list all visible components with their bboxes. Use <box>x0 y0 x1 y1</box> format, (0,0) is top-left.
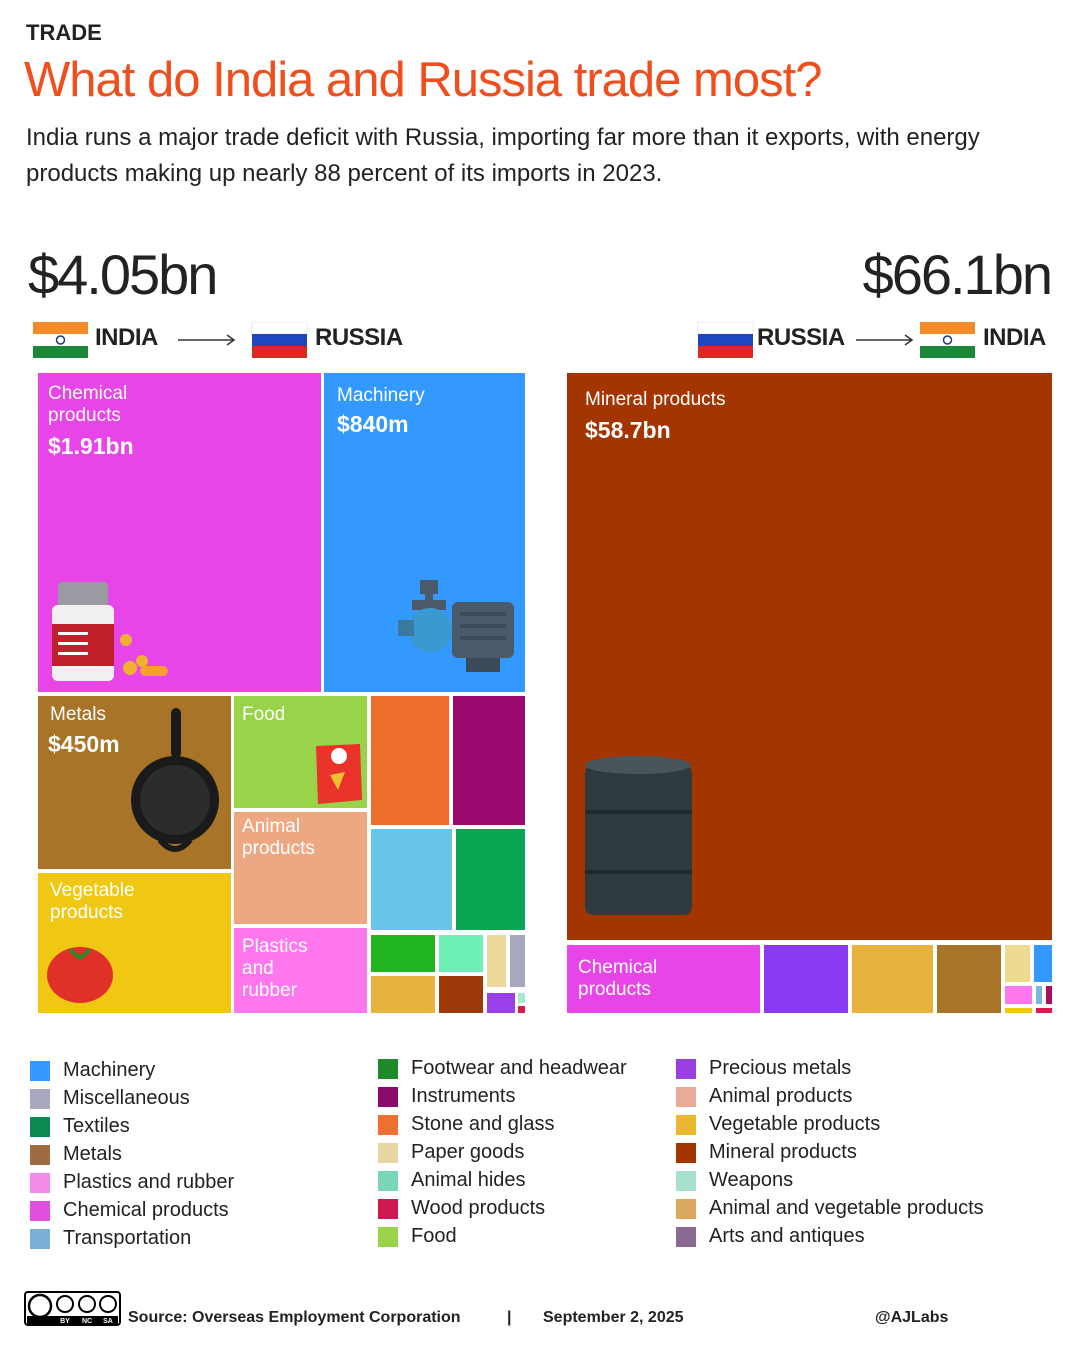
tile-label: Mineral products <box>585 389 726 410</box>
source: Source: Overseas Employment Corporation <box>128 1309 461 1326</box>
legend-label: Stone and glass <box>411 1113 555 1135</box>
date: September 2, 2025 <box>543 1309 684 1326</box>
flag-india <box>33 322 88 358</box>
country: RUSSIA <box>315 324 403 351</box>
legend-swatch <box>676 1227 696 1247</box>
legend-label: Animal products <box>709 1085 853 1107</box>
legend-swatch <box>378 1059 398 1079</box>
legend-label: Animal and vegetable products <box>709 1197 984 1219</box>
license-labels: BY NC SA <box>60 1318 113 1325</box>
legend-label: Paper goods <box>411 1141 525 1163</box>
import-total: $66.1bn <box>862 243 1053 306</box>
country: INDIA <box>983 324 1046 351</box>
flag-russia <box>697 321 754 358</box>
legend-swatch <box>30 1201 50 1221</box>
flag-russia <box>251 321 308 358</box>
arrow <box>178 334 236 346</box>
country: RUSSIA <box>757 324 845 351</box>
kicker: TRADE <box>26 20 102 45</box>
icon-pan <box>131 708 219 852</box>
legend-swatch <box>676 1087 696 1107</box>
treemap-imports <box>567 373 1052 1013</box>
legend-swatch <box>676 1059 696 1079</box>
legend-label: Miscellaneous <box>63 1087 190 1109</box>
tile-value: $840m <box>337 411 409 437</box>
license-badge <box>24 1291 121 1326</box>
tile-label: Vegetable products <box>50 880 135 923</box>
tile-label: Animal products <box>242 816 315 859</box>
legend-swatch <box>676 1143 696 1163</box>
legend-label: Food <box>411 1225 457 1247</box>
legend-label: Footwear and headwear <box>411 1057 627 1079</box>
legend-label: Vegetable products <box>709 1113 881 1135</box>
legend-swatch <box>30 1089 50 1109</box>
tile-label: Plastics and rubber <box>242 936 308 1001</box>
legend-swatch <box>30 1061 50 1081</box>
country: INDIA <box>95 324 158 351</box>
legend-label: Precious metals <box>709 1057 852 1079</box>
license-label: BY <box>60 1318 70 1325</box>
tile-value: $450m <box>48 731 120 757</box>
legend-label: Machinery <box>63 1059 156 1081</box>
tile-value: $1.91bn <box>48 433 134 459</box>
legend-label: Transportation <box>63 1227 192 1249</box>
icon-bottle <box>52 582 168 681</box>
icon-chips <box>316 744 362 804</box>
legend-swatch <box>378 1227 398 1247</box>
legend-swatch <box>378 1143 398 1163</box>
legend-swatch <box>378 1115 398 1135</box>
legend-label: Wood products <box>411 1197 546 1219</box>
icon-barrel <box>585 756 692 915</box>
icon-tomato <box>47 947 113 1003</box>
legend-swatch <box>30 1173 50 1193</box>
legend-label: Chemical products <box>63 1199 229 1221</box>
legend-label: Textiles <box>63 1115 130 1137</box>
legend-swatch <box>30 1117 50 1137</box>
legend-swatch <box>378 1199 398 1219</box>
separator: | <box>507 1309 512 1326</box>
subtitle: India runs a major trade deficit with Ru… <box>26 124 980 187</box>
tile-label: Machinery <box>337 385 425 406</box>
license-label: NC <box>82 1318 92 1325</box>
legend-swatch <box>30 1145 50 1165</box>
legend-label: Weapons <box>709 1169 794 1191</box>
legend-swatch <box>676 1171 696 1191</box>
icon-pump <box>398 580 514 672</box>
legend-swatch <box>378 1087 398 1107</box>
tile-value: $58.7bn <box>585 417 671 443</box>
flag-india <box>920 322 975 358</box>
tile-label: Metals <box>50 704 106 725</box>
legend-label: Instruments <box>411 1085 516 1107</box>
legend-label: Arts and antiques <box>709 1225 865 1247</box>
tile-label: Chemical products <box>578 957 658 1000</box>
legend-swatch <box>30 1229 50 1249</box>
tile-label: Chemical products <box>48 383 128 426</box>
arrow <box>856 334 914 346</box>
legend-label: Animal hides <box>411 1169 526 1191</box>
legend-label: Metals <box>63 1143 122 1165</box>
legend-swatch <box>676 1115 696 1135</box>
legend-swatch <box>676 1199 696 1219</box>
export-total: $4.05bn <box>28 243 218 306</box>
legend-swatch <box>378 1171 398 1191</box>
legend-label: Plastics and rubber <box>63 1171 235 1193</box>
title: What do India and Russia trade most? <box>24 53 822 107</box>
tile-label: Food <box>242 704 286 725</box>
license-label: SA <box>103 1318 113 1325</box>
credit: @AJLabs <box>875 1309 949 1326</box>
legend-label: Mineral products <box>709 1141 857 1163</box>
